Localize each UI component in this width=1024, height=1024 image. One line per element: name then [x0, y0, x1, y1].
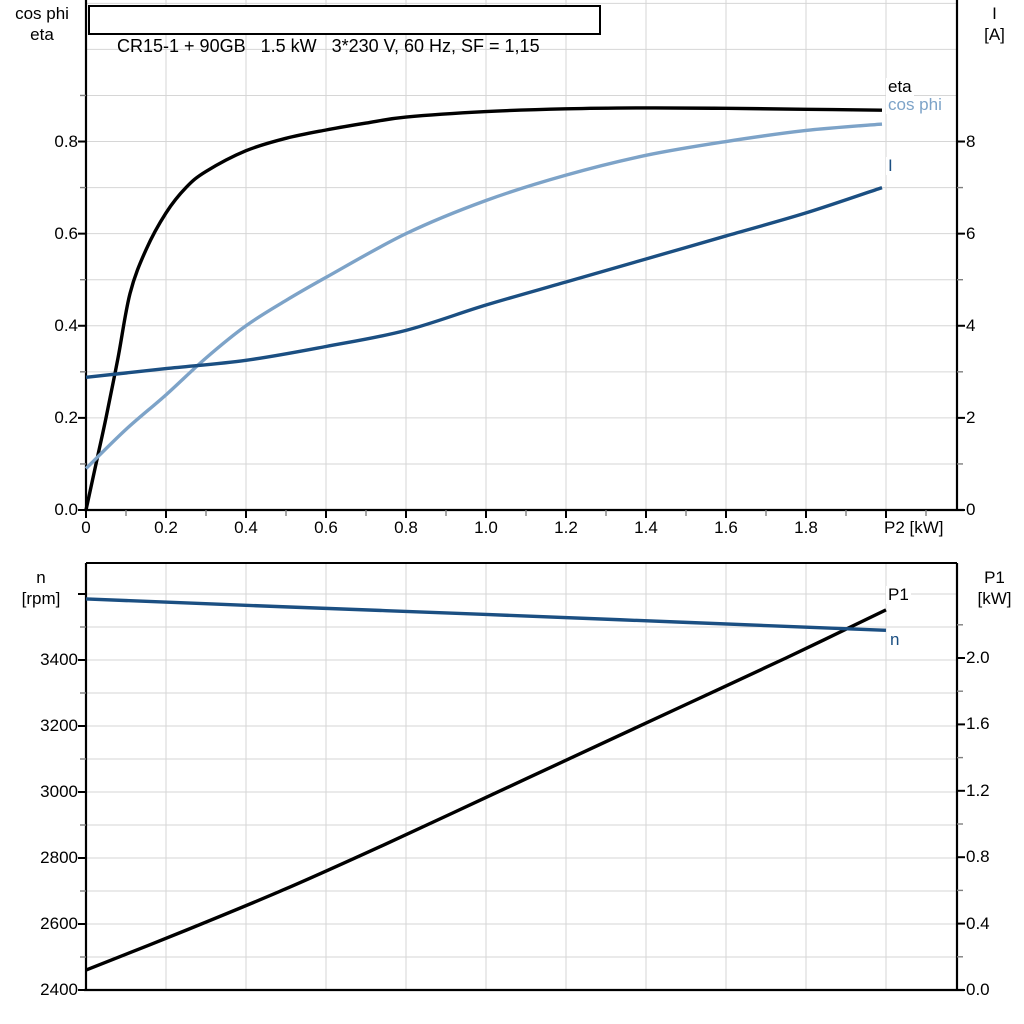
x-axis-label: P2 [kW] — [884, 518, 944, 537]
x-tick-label: 1.4 — [634, 518, 658, 537]
current-curve-label: I — [886, 156, 895, 175]
n-curve-label: n — [888, 630, 902, 649]
bottom-y-left-tick-label: 3400 — [40, 650, 78, 669]
p1-unit-label: [kW] — [977, 589, 1012, 608]
top-y-right-tick-label: 2 — [966, 407, 976, 427]
n-curve — [85, 597, 887, 632]
chart-title: CR15-1 + 90GB 1.5 kW 3*230 V, 60 Hz, SF … — [117, 36, 540, 56]
top-y-left-tick-label: 0.8 — [54, 131, 78, 151]
x-tick-label: 0.8 — [394, 518, 418, 537]
eta-axis-label: eta — [30, 25, 54, 44]
x-tick-label: 1.8 — [794, 518, 818, 537]
top-y-left-tick-label: 0.4 — [54, 315, 78, 335]
cos-phi-axis-label: cos phi — [15, 4, 69, 23]
current-axis-label: I — [992, 4, 997, 23]
bottom-y-left-tick-label: 3200 — [40, 716, 78, 735]
bottom-y-left-tick-label: 3000 — [40, 782, 78, 801]
p1-curve — [85, 608, 887, 972]
top-y-left-tick-label: 0.6 — [54, 223, 78, 243]
top-y-left-tick-label: 0.0 — [54, 500, 78, 519]
bottom-y-left-tick-label: 2400 — [40, 980, 78, 999]
top-y-right-tick-label: 4 — [966, 315, 976, 335]
bottom-y-right-tick-label: 0.8 — [966, 847, 990, 867]
bottom-y-right-tick-label: 1.2 — [966, 780, 990, 800]
cos-phi-curve-label: cos phi — [886, 95, 944, 114]
x-tick-label: 1.2 — [554, 518, 578, 537]
bottom-y-left-tick-label: 2800 — [40, 848, 78, 867]
eta-curve — [84, 106, 883, 511]
x-tick-label: 0.2 — [154, 518, 178, 537]
cos-phi-curve — [84, 122, 883, 470]
chart-title-box: CR15-1 + 90GB 1.5 kW 3*230 V, 60 Hz, SF … — [88, 5, 601, 56]
top-right-axis-label: I [A] — [965, 3, 1024, 45]
top-y-right-tick-label: 6 — [966, 223, 976, 243]
top-y-right-tick-label: 8 — [966, 131, 976, 151]
top-y-right-tick-label: 0 — [966, 500, 976, 519]
bottom-y-right-tick-label: 2.0 — [966, 648, 990, 667]
x-tick-label: 1.6 — [714, 518, 738, 537]
bottom-y-right-tick-label: 0.4 — [966, 913, 990, 933]
speed-unit-label: [rpm] — [21, 589, 61, 608]
x-tick-label: 0.6 — [314, 518, 338, 537]
x-tick-label: 0.4 — [234, 518, 258, 537]
bottom-y-right-tick-label: 0.0 — [966, 980, 990, 999]
current-curve — [85, 185, 883, 380]
current-unit-label: [A] — [984, 25, 1005, 44]
p1-curve-label: P1 — [886, 585, 911, 604]
top-y-left-tick-label: 0.2 — [54, 407, 78, 427]
p1-axis-label: P1 — [984, 568, 1005, 587]
x-tick-label: 1.0 — [474, 518, 498, 537]
speed-axis-label: n — [36, 568, 46, 587]
bottom-left-axis-label: n [rpm] — [0, 567, 82, 609]
bottom-right-axis-label: P1 [kW] — [965, 567, 1024, 609]
eta-curve-label: eta — [886, 77, 914, 96]
bottom-y-left-tick-label: 2600 — [40, 914, 78, 933]
bottom-y-right-tick-label: 1.6 — [966, 714, 990, 734]
top-left-axis-label: cos phi eta — [0, 3, 84, 45]
x-tick-label: 0 — [81, 518, 91, 537]
